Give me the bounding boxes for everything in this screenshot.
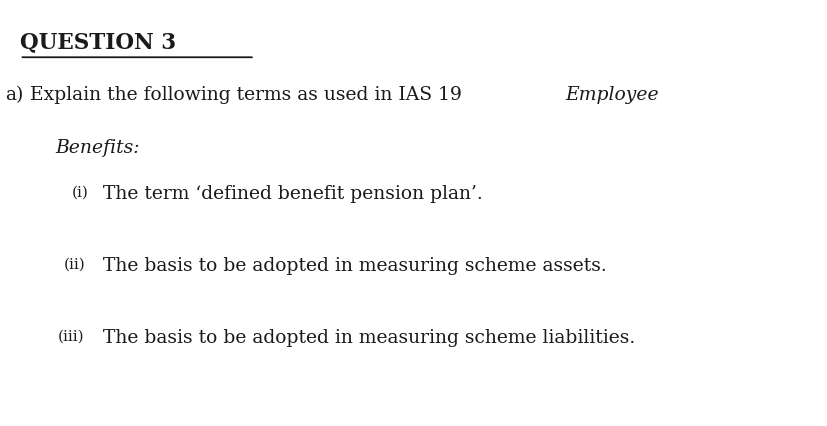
- Text: Explain the following terms as used in IAS 19: Explain the following terms as used in I…: [31, 86, 467, 104]
- Text: a): a): [6, 86, 24, 104]
- Text: The term ‘defined benefit pension plan’.: The term ‘defined benefit pension plan’.: [103, 185, 482, 204]
- Text: (ii): (ii): [63, 257, 85, 271]
- Text: (i): (i): [71, 185, 88, 199]
- Text: Employee: Employee: [564, 86, 657, 104]
- Text: The basis to be adopted in measuring scheme assets.: The basis to be adopted in measuring sch…: [103, 257, 606, 276]
- Text: (iii): (iii): [57, 329, 84, 343]
- Text: QUESTION 3: QUESTION 3: [20, 31, 175, 53]
- Text: Benefits:: Benefits:: [55, 139, 140, 157]
- Text: The basis to be adopted in measuring scheme liabilities.: The basis to be adopted in measuring sch…: [103, 329, 634, 347]
